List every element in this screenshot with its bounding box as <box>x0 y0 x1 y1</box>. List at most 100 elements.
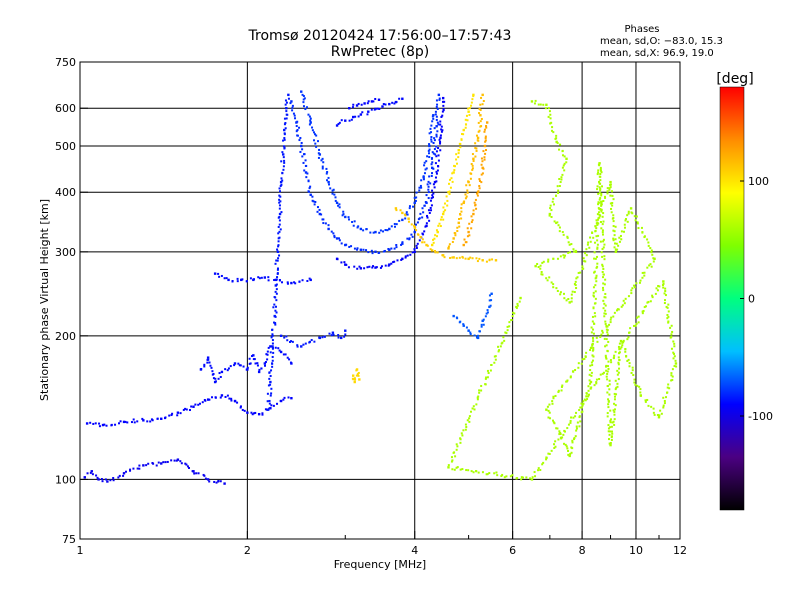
data-point <box>484 315 487 318</box>
data-point <box>622 339 625 342</box>
stats-line-x: mean, sd,X: 96.9, 19.0 <box>600 48 714 59</box>
data-point <box>342 213 345 216</box>
data-point <box>466 227 469 230</box>
data-point <box>632 284 635 287</box>
data-point <box>604 296 607 299</box>
data-point <box>367 110 370 113</box>
data-point <box>485 473 488 476</box>
data-point <box>175 459 178 462</box>
data-point <box>670 347 673 350</box>
data-point <box>606 372 609 375</box>
data-point <box>246 366 249 369</box>
data-point <box>599 208 602 211</box>
data-point <box>462 243 465 247</box>
data-point <box>600 227 603 230</box>
data-point <box>571 439 574 442</box>
data-point <box>246 411 249 414</box>
data-point <box>300 144 303 148</box>
data-point <box>452 237 455 240</box>
data-point <box>474 198 477 201</box>
data-point <box>481 172 484 175</box>
data-point <box>504 331 507 334</box>
data-point <box>462 323 465 326</box>
data-point <box>435 180 438 183</box>
data-point <box>624 219 627 222</box>
data-point <box>483 128 486 131</box>
data-point <box>425 243 428 247</box>
data-point <box>556 141 559 144</box>
data-point <box>437 154 440 157</box>
data-point <box>129 469 132 472</box>
data-point <box>274 262 277 265</box>
data-point <box>431 115 434 118</box>
data-point <box>350 118 353 121</box>
data-point <box>548 212 552 216</box>
data-point <box>250 411 253 414</box>
data-point <box>315 134 318 137</box>
data-point <box>460 432 463 435</box>
data-point <box>636 222 639 225</box>
data-point <box>278 201 281 204</box>
data-point <box>363 102 366 105</box>
data-point <box>241 408 244 411</box>
data-point <box>472 93 475 97</box>
data-point <box>362 229 365 232</box>
data-point <box>452 171 455 174</box>
data-point <box>617 371 620 374</box>
data-point <box>595 219 598 222</box>
data-point <box>193 472 196 475</box>
data-point <box>464 193 467 196</box>
data-point <box>587 393 590 396</box>
data-point <box>119 420 122 423</box>
data-point <box>669 326 672 329</box>
data-point <box>609 194 612 197</box>
data-point <box>279 334 283 338</box>
data-point <box>585 395 588 398</box>
data-point <box>613 311 616 314</box>
data-point <box>431 120 434 123</box>
data-point <box>428 143 431 146</box>
data-point <box>606 350 609 353</box>
data-point <box>582 267 585 270</box>
data-point <box>332 232 335 235</box>
data-point <box>561 173 564 176</box>
data-point <box>653 413 656 416</box>
data-point <box>416 221 419 224</box>
data-point <box>670 333 673 336</box>
data-point <box>465 241 468 244</box>
data-point <box>185 463 188 466</box>
data-point <box>308 277 311 280</box>
y-tick-label: 100 <box>55 473 76 486</box>
data-point <box>439 123 442 126</box>
data-point <box>643 271 646 274</box>
data-point <box>600 208 603 211</box>
data-point <box>557 390 560 393</box>
data-point <box>556 221 559 224</box>
data-point <box>287 97 290 100</box>
data-point <box>650 249 653 252</box>
data-point <box>283 117 286 120</box>
data-point <box>479 103 482 106</box>
data-point <box>327 224 330 227</box>
data-point <box>271 362 274 365</box>
data-point <box>283 123 286 126</box>
data-point <box>258 277 261 280</box>
data-point <box>608 393 611 396</box>
data-point <box>90 470 93 473</box>
data-point <box>197 403 200 406</box>
data-point <box>384 103 387 106</box>
data-point <box>558 433 561 436</box>
data-point <box>283 138 286 141</box>
data-point <box>278 204 281 207</box>
data-point <box>462 128 465 132</box>
data-point <box>296 344 299 347</box>
data-point <box>570 300 573 303</box>
data-point <box>561 149 564 152</box>
data-point <box>557 389 560 392</box>
data-point <box>425 222 428 225</box>
data-point <box>584 399 587 402</box>
data-point <box>666 313 669 316</box>
data-point <box>437 123 440 126</box>
data-point <box>520 476 523 479</box>
data-point <box>573 283 576 286</box>
